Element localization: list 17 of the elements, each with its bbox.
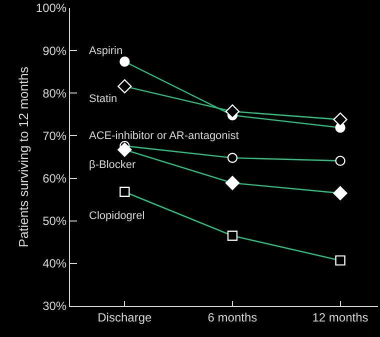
y-tick-label: 30% [42,299,67,314]
y-tick-label: 100% [36,1,67,16]
series-label: Clopidogrel [89,210,145,222]
x-tick-label: 6 months [208,310,258,324]
series-label: Aspirin [89,45,123,57]
y-tick-label: 80% [42,86,67,100]
y-tick-label: 70% [42,128,67,143]
y-tick-label: 90% [42,44,67,58]
series-label: ACE-inhibitor or AR-antagonist [89,130,239,142]
y-tick-label: 60% [42,171,67,186]
x-tick-label: Discharge [98,310,152,324]
series-label: Statin [89,93,118,105]
y-axis-title: Patients surviving to 12 months [16,66,31,248]
x-tick-label: 12 months [312,310,368,324]
y-tick-label: 50% [42,214,67,228]
series-label: β-Blocker [89,159,136,171]
y-tick-label: 40% [42,256,67,271]
